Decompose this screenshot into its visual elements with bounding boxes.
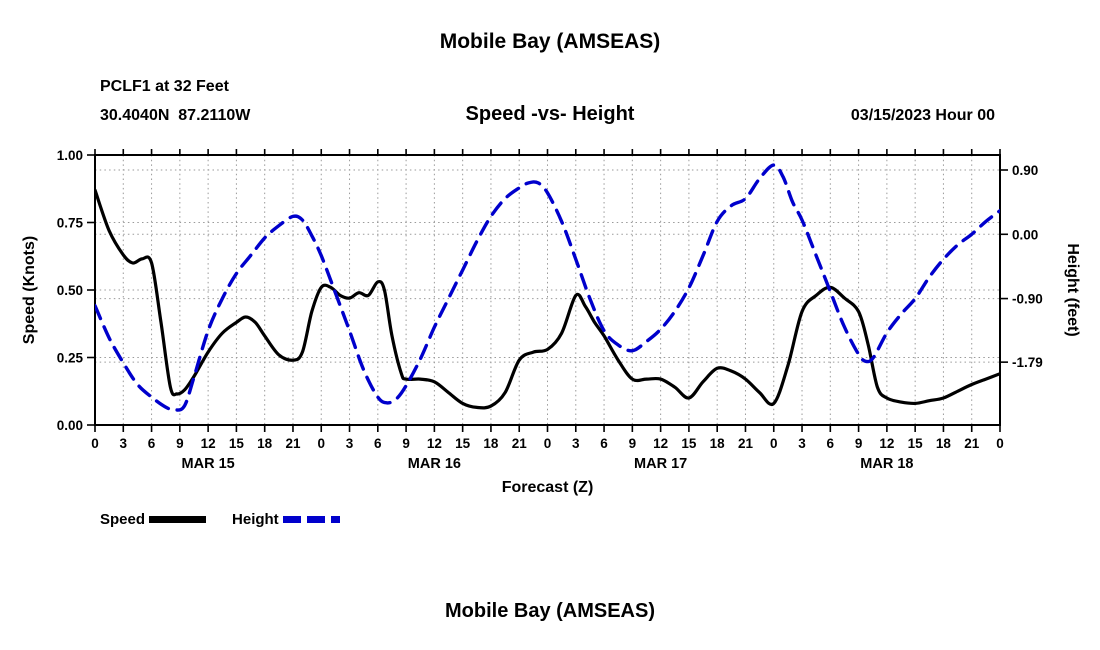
svg-text:3: 3	[346, 436, 354, 451]
chart-title-bottom: Mobile Bay (AMSEAS)	[444, 600, 656, 622]
svg-text:0: 0	[996, 436, 1004, 451]
svg-text:3: 3	[798, 436, 806, 451]
svg-text:21: 21	[964, 436, 980, 451]
station-label: PCLF1 at 32 Feet	[100, 78, 229, 95]
svg-text:21: 21	[285, 436, 301, 451]
svg-text:15: 15	[681, 436, 697, 451]
svg-text:MAR 18: MAR 18	[860, 456, 913, 472]
speed-vs-height-chart: 0 3 6 9 12 15 18 21 0 3 6 9 12 15 18 21 0 3 6 9 12 15 18 21 0 3 6 9…	[21, 148, 1081, 496]
svg-text:6: 6	[600, 436, 608, 451]
svg-text:0.00: 0.00	[57, 418, 83, 433]
svg-text:6: 6	[827, 436, 835, 451]
svg-text:-0.90: -0.90	[1012, 292, 1043, 307]
svg-text:18: 18	[483, 436, 499, 451]
svg-text:6: 6	[374, 436, 382, 451]
svg-text:12: 12	[879, 436, 894, 451]
station-coordinates: 30.4040N 87.2110W	[100, 107, 251, 124]
svg-text:0: 0	[91, 436, 99, 451]
legend-speed-label: Speed	[100, 511, 146, 528]
svg-text:9: 9	[855, 436, 863, 451]
svg-text:18: 18	[710, 436, 726, 451]
svg-text:MAR 15: MAR 15	[182, 456, 235, 472]
svg-text:9: 9	[402, 436, 410, 451]
svg-text:18: 18	[936, 436, 952, 451]
svg-text:0.90: 0.90	[1012, 163, 1038, 178]
svg-text:3: 3	[572, 436, 580, 451]
svg-text:12: 12	[427, 436, 442, 451]
svg-text:1.00: 1.00	[57, 148, 83, 163]
svg-text:9: 9	[629, 436, 637, 451]
svg-text:6: 6	[148, 436, 156, 451]
svg-text:-1.79: -1.79	[1012, 355, 1043, 370]
svg-text:15: 15	[455, 436, 471, 451]
svg-text:0.25: 0.25	[57, 351, 84, 366]
svg-text:MAR 17: MAR 17	[634, 456, 687, 472]
svg-text:Speed (Knots): Speed (Knots)	[21, 236, 38, 344]
chart-title-top: Mobile Bay (AMSEAS)	[439, 30, 661, 53]
svg-text:0.00: 0.00	[1012, 227, 1038, 242]
chart-subtitle: Speed -vs- Height	[465, 103, 635, 125]
svg-text:Forecast (Z): Forecast (Z)	[502, 479, 594, 496]
chart-legend: Speed Height	[100, 511, 340, 528]
svg-text:0: 0	[770, 436, 778, 451]
svg-text:12: 12	[653, 436, 668, 451]
svg-text:0.50: 0.50	[57, 283, 83, 298]
svg-text:3: 3	[120, 436, 128, 451]
svg-text:0.75: 0.75	[57, 216, 84, 231]
svg-text:0: 0	[317, 436, 325, 451]
legend-height-label: Height	[232, 511, 279, 528]
svg-text:0: 0	[544, 436, 552, 451]
svg-text:12: 12	[201, 436, 216, 451]
svg-text:9: 9	[176, 436, 184, 451]
svg-text:MAR 16: MAR 16	[408, 456, 461, 472]
svg-text:18: 18	[257, 436, 273, 451]
svg-text:15: 15	[229, 436, 245, 451]
svg-text:15: 15	[908, 436, 924, 451]
legend-speed-line-swatch	[149, 516, 207, 523]
svg-text:21: 21	[738, 436, 754, 451]
svg-text:Height (feet): Height (feet)	[1064, 243, 1081, 336]
legend-height-line-swatch	[282, 516, 340, 523]
forecast-datetime-label: 03/15/2023 Hour 00	[850, 107, 995, 124]
svg-text:21: 21	[512, 436, 528, 451]
